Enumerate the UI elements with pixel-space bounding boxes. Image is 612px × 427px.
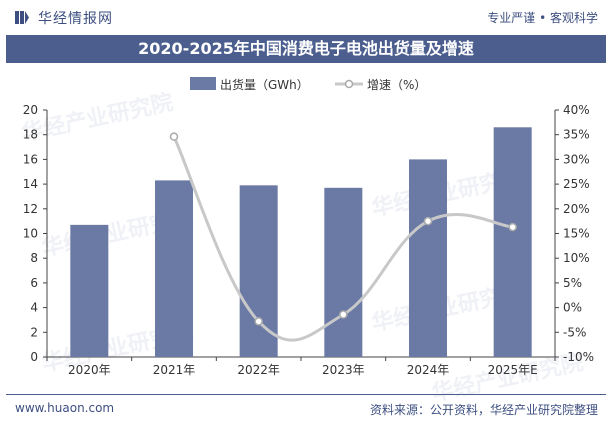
growth-point-1 xyxy=(254,317,263,326)
chart-title: 2020-2025年中国消费电子电池出货量及增速 xyxy=(6,35,606,63)
x-tick-label: 2024年 xyxy=(407,363,450,377)
footer-divider xyxy=(6,394,606,395)
bar-3 xyxy=(324,187,363,357)
chart: 0 2 4 6 8 10 12 14 16 18 20 -10% -5% 0% 5% 10% 15% 20% 25%… xyxy=(23,77,594,377)
y-right-tick-label: 25% xyxy=(563,177,590,191)
y-right-tick-label: 40% xyxy=(563,103,590,117)
y-left-tick-label: 12 xyxy=(23,202,38,216)
y-left-tick-label: 8 xyxy=(30,251,38,265)
bar-4 xyxy=(409,159,447,357)
brand-logo-icon xyxy=(15,11,29,24)
y-left-tick-label: 10 xyxy=(23,227,38,241)
bar-2 xyxy=(239,185,278,357)
y-right-tick-label: 5% xyxy=(563,276,582,290)
legend-label-bar: 出货量（GWh） xyxy=(220,77,309,92)
y-left-tick-label: 14 xyxy=(23,177,38,191)
y-right-tick-label: -10% xyxy=(563,350,594,364)
y-left-tick-label: 20 xyxy=(23,103,38,117)
brand-slogan: 专业严谨 • 客观科学 xyxy=(487,11,598,25)
x-tick-label: 2021年 xyxy=(153,363,196,377)
legend-swatch-marker xyxy=(344,79,354,89)
legend-swatch-bar xyxy=(190,77,216,90)
y-right-tick-label: 15% xyxy=(563,227,590,241)
growth-point-4 xyxy=(508,222,517,232)
y-left-tick-label: 2 xyxy=(30,325,38,339)
y-left-tick-label: 4 xyxy=(30,301,38,315)
bar-1 xyxy=(155,180,193,357)
bar-5 xyxy=(493,127,532,357)
y-left-tick-label: 0 xyxy=(30,350,38,364)
y-right-tick-label: 0% xyxy=(563,301,582,315)
y-right-tick-label: 10% xyxy=(563,251,590,265)
growth-point-0 xyxy=(169,132,179,141)
y-right-tick-label: 20% xyxy=(563,202,590,216)
x-tick-label: 2020年 xyxy=(68,363,111,377)
growth-point-2 xyxy=(339,310,348,319)
legend-label-line: 增速（%） xyxy=(367,78,426,92)
y-left-tick-label: 16 xyxy=(23,152,38,166)
x-tick-label: 2023年 xyxy=(322,363,365,377)
growth-point-3 xyxy=(423,216,433,226)
bar-0 xyxy=(70,224,109,357)
y-right-tick-label: -5% xyxy=(563,325,586,339)
y-right-tick-label: 35% xyxy=(563,128,590,142)
y-left-tick-label: 18 xyxy=(23,128,38,142)
growth-line xyxy=(172,136,513,342)
footer-url[interactable]: www.huaon.com xyxy=(15,401,115,415)
top-bar: 华经情报网 专业严谨 • 客观科学 xyxy=(0,0,612,34)
x-tick-label: 2025年E xyxy=(488,363,538,377)
y-left-tick-label: 6 xyxy=(30,276,38,290)
brand-name: 华经情报网 xyxy=(38,11,113,27)
y-right-tick-label: 30% xyxy=(563,152,590,166)
footer-source: 资料来源：公开资料，华经产业研究院整理 xyxy=(369,403,598,417)
x-tick-label: 2022年 xyxy=(237,363,280,377)
